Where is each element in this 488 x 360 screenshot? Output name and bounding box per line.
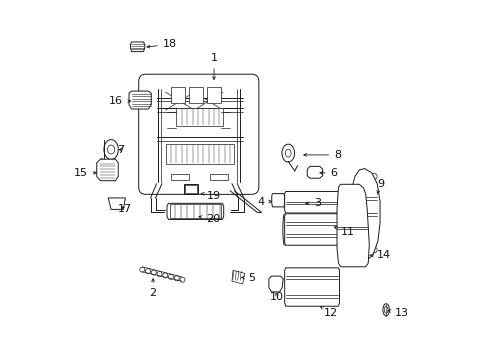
Text: 6: 6 [319, 168, 337, 178]
Text: 12: 12 [320, 307, 337, 318]
Polygon shape [167, 203, 223, 220]
Polygon shape [129, 91, 151, 109]
FancyBboxPatch shape [139, 74, 258, 194]
Polygon shape [108, 198, 125, 210]
Polygon shape [165, 144, 233, 164]
Text: 4: 4 [257, 197, 271, 207]
FancyBboxPatch shape [148, 170, 250, 190]
Text: 3: 3 [305, 198, 321, 208]
Text: 2: 2 [149, 279, 156, 298]
Polygon shape [231, 270, 244, 284]
Polygon shape [184, 185, 196, 193]
Text: 10: 10 [270, 292, 284, 302]
Polygon shape [130, 42, 144, 51]
Polygon shape [97, 159, 118, 181]
Polygon shape [284, 192, 339, 213]
Text: 16: 16 [109, 96, 130, 106]
Polygon shape [336, 184, 368, 267]
Text: 1: 1 [210, 53, 217, 80]
Text: 7: 7 [117, 144, 124, 154]
Text: 20: 20 [199, 215, 220, 224]
Polygon shape [306, 166, 322, 178]
Text: 8: 8 [303, 150, 341, 160]
Text: 18: 18 [147, 40, 177, 49]
Polygon shape [176, 108, 223, 126]
Text: 17: 17 [118, 204, 132, 215]
Polygon shape [271, 194, 284, 207]
Text: 14: 14 [369, 250, 390, 260]
Text: 5: 5 [242, 273, 255, 283]
Polygon shape [206, 87, 221, 103]
Polygon shape [268, 276, 283, 292]
Text: 19: 19 [201, 191, 221, 201]
Polygon shape [169, 204, 221, 219]
Polygon shape [171, 87, 185, 103]
Text: 9: 9 [376, 179, 384, 194]
Polygon shape [284, 214, 339, 245]
Text: 13: 13 [387, 309, 408, 318]
Polygon shape [188, 87, 203, 103]
Polygon shape [351, 168, 379, 260]
Text: 15: 15 [73, 168, 97, 178]
Polygon shape [171, 174, 188, 180]
Polygon shape [210, 174, 228, 180]
Text: 11: 11 [334, 226, 355, 237]
Polygon shape [183, 184, 198, 194]
Polygon shape [284, 268, 339, 306]
